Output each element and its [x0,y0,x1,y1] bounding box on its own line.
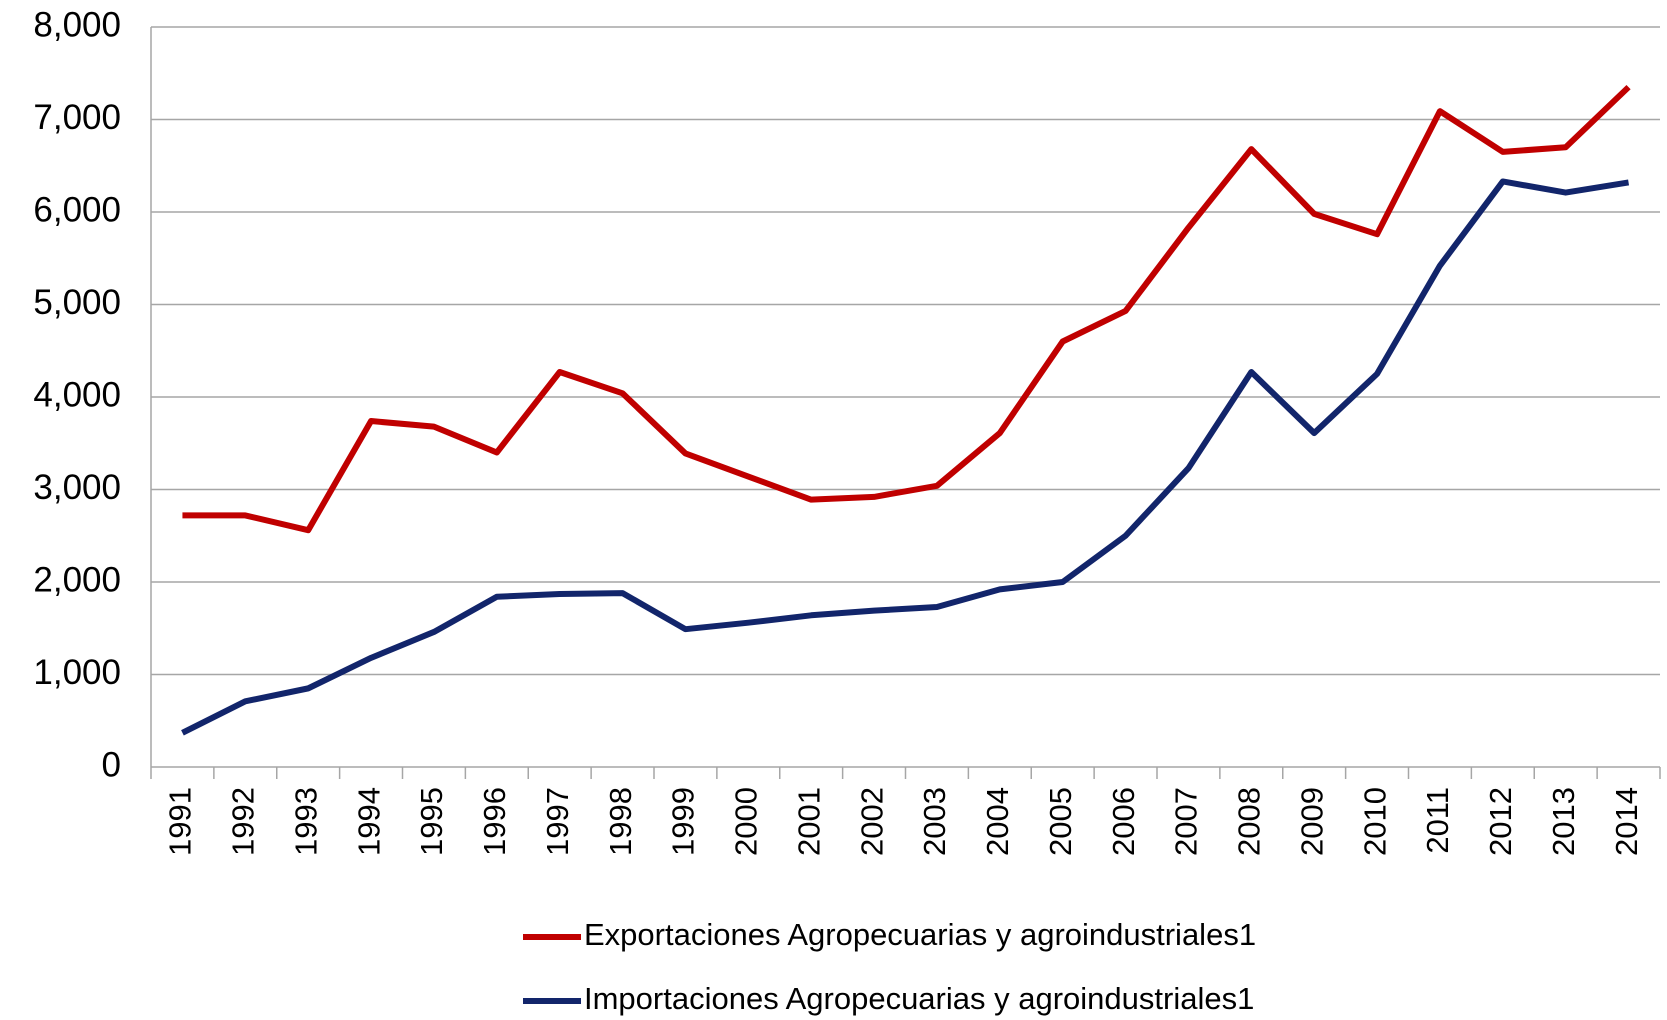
x-tick-label: 2000 [729,787,764,856]
x-tick-label: 1993 [288,787,323,856]
x-tick-label: 2011 [1420,787,1455,854]
x-tick-label: 1996 [477,787,512,856]
x-tick-label: 2007 [1169,787,1204,856]
series-line [181,178,1630,736]
y-tick-label: 5,000 [33,283,121,322]
x-tick-label: 1997 [540,787,575,856]
x-tick-label: 2010 [1357,787,1392,856]
y-tick-label: 6,000 [33,190,121,229]
x-tick-label: 2006 [1106,787,1141,856]
x-tick-label: 2001 [791,787,826,856]
x-tick-label: 2014 [1609,787,1644,856]
y-tick-label: 8,000 [33,5,121,44]
series-line [182,84,1631,534]
x-tick-label: 1998 [603,787,638,856]
x-tick-label: 2004 [980,787,1015,856]
x-tick-label: 1991 [163,787,198,856]
y-tick-label: 7,000 [33,98,121,137]
x-tick-label: 2013 [1546,787,1581,856]
legend-label: Exportaciones Agropecuarias y agroindust… [584,917,1256,952]
x-tick-label: 1994 [351,787,386,856]
x-tick-label: 2002 [854,787,889,856]
x-tick-label: 1992 [226,787,261,856]
y-tick-label: 1,000 [33,653,121,692]
legend-label: Importaciones Agropecuarias y agroindust… [584,981,1254,1016]
x-tick-label: 2009 [1294,787,1329,856]
y-tick-label: 4,000 [33,375,121,414]
x-tick-label: 2008 [1232,787,1267,856]
x-tick-label: 1999 [666,787,701,856]
y-tick-label: 3,000 [33,468,121,507]
x-tick-label: 1995 [414,787,449,856]
x-tick-label: 2003 [917,787,952,856]
x-tick-label: 2012 [1483,787,1518,856]
y-tick-label: 2,000 [33,560,121,599]
y-tick-label: 0 [102,745,121,784]
x-tick-label: 2005 [1043,787,1078,856]
